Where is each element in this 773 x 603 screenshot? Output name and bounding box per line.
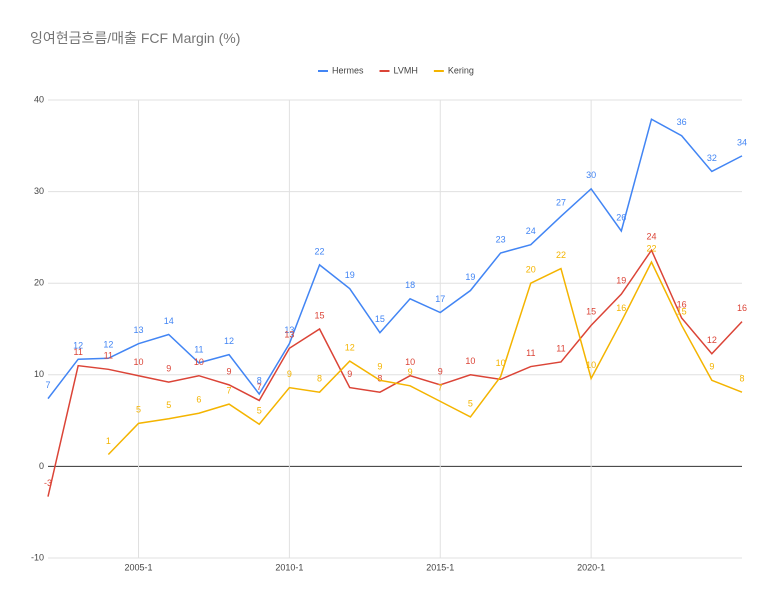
legend-label: LVMH [394,65,418,75]
data-label: 8 [377,374,382,384]
data-label: 11 [74,347,83,357]
data-label: 24 [646,232,656,242]
y-tick-label: 0 [39,461,44,471]
data-label: 12 [345,342,355,352]
x-tick-label: 2015-1 [426,562,454,572]
data-label: 9 [166,364,171,374]
data-label: 19 [345,270,355,280]
data-label: 11 [556,343,565,353]
data-label: 24 [526,226,536,236]
data-label: 14 [164,316,174,326]
series-line [47,118,743,400]
chart-title: 잉여현금흐름/매출 FCF Margin (%) [30,30,240,46]
data-label: 34 [737,137,747,147]
data-label: 22 [315,246,325,256]
data-label: 9 [377,362,382,372]
data-label: 6 [196,395,201,405]
legend-label: Hermes [332,65,364,75]
data-label: 13 [284,325,294,335]
data-label: 7 [257,382,262,392]
data-label: 19 [616,276,626,286]
y-tick-label: 30 [34,186,44,196]
data-label: 12 [707,335,717,345]
data-label: 18 [405,280,415,290]
data-label: 12 [103,340,113,350]
data-label: 5 [257,406,262,416]
data-label: 32 [707,153,717,163]
x-tick-label: 2020-1 [577,562,605,572]
data-label: 8 [257,375,262,385]
data-label: 30 [586,170,596,180]
data-label: 7 [438,383,443,393]
data-label: 11 [194,344,203,354]
data-label: 11 [526,348,535,358]
data-label: 12 [73,341,83,351]
data-label: 10 [134,357,144,367]
data-label: 27 [556,198,566,208]
data-label: 16 [677,299,687,309]
data-label: 1 [106,436,111,446]
data-label: 10 [586,360,596,370]
data-label: 36 [677,117,687,127]
data-label: 26 [616,212,626,222]
data-label: 13 [284,330,294,340]
data-label: -3 [44,478,52,488]
y-tick-label: 40 [34,94,44,104]
x-tick-label: 2005-1 [125,562,153,572]
data-label: 22 [646,244,656,254]
data-label: 20 [526,265,536,275]
data-label: 9 [347,369,352,379]
data-label: 5 [166,400,171,410]
data-label: 16 [616,303,626,313]
series-line [107,260,743,456]
data-label: 9 [287,369,292,379]
data-label: 9 [709,362,714,372]
data-label: 9 [438,366,443,376]
data-label: 10 [405,357,415,367]
y-tick-label: -10 [31,552,44,562]
data-label: 13 [134,325,144,335]
series-line [47,248,743,497]
data-label: 22 [556,250,566,260]
y-tick-label: 20 [34,278,44,288]
data-label: 5 [136,405,141,415]
data-label: 10 [465,356,475,366]
data-label: 15 [375,314,385,324]
data-label: 9 [408,367,413,377]
data-label: 15 [586,307,596,317]
data-label: 11 [104,351,113,361]
y-tick-label: 10 [34,369,44,379]
data-label: 10 [194,357,204,367]
data-label: 10 [496,358,506,368]
data-label: 8 [317,374,322,384]
data-label: 7 [227,385,232,395]
data-label: 19 [465,272,475,282]
x-tick-label: 2010-1 [275,562,303,572]
data-label: 9 [227,366,232,376]
data-label: 15 [677,307,687,317]
data-label: 5 [468,398,473,408]
data-label: 15 [315,310,325,320]
data-label: 12 [224,336,234,346]
data-label: 23 [496,234,506,244]
data-label: 8 [739,374,744,384]
data-label: 17 [435,294,445,304]
data-label: 16 [737,303,747,313]
legend-label: Kering [448,65,474,75]
data-label: 7 [45,380,50,390]
